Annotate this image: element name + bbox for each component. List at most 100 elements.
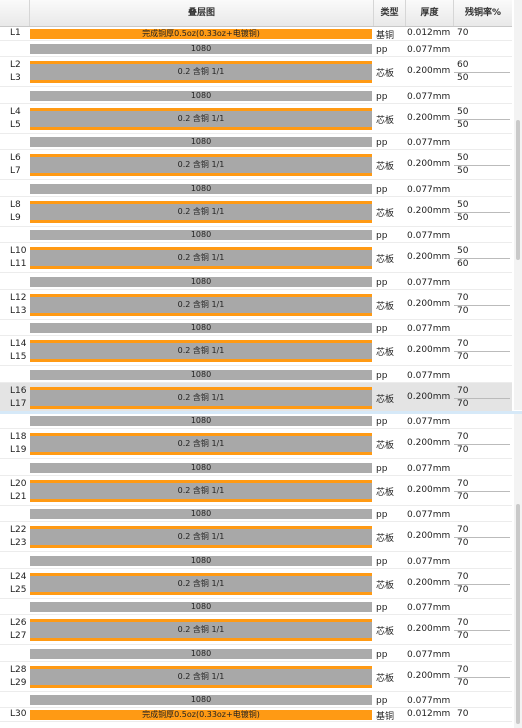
residual-copper-bottom[interactable]: 70 [457,306,469,316]
residual-copper-bottom[interactable]: 70 [457,399,469,409]
layer-label: L29 [10,678,27,688]
stack-row-pp[interactable]: 1080 pp 0.077mm [0,134,512,150]
layer-label: L6 [10,153,21,163]
layer-type: pp [376,231,388,241]
core-bar: 0.2 含铜 1/1 [30,480,372,502]
layer-thickness: 0.200mm [407,206,451,216]
stack-row-core[interactable]: L20 L21 0.2 含铜 1/1 芯板 0.200mm 70 70 [0,476,512,506]
residual-copper-top[interactable]: 70 [457,618,469,628]
residual-copper-bottom[interactable]: 70 [457,585,469,595]
layer-label: L26 [10,618,27,628]
prepreg-bar: 1080 [30,416,372,426]
residual-copper-bottom[interactable]: 70 [457,678,469,688]
residual-copper-top[interactable]: 60 [457,60,469,70]
stack-row-core[interactable]: L10 L11 0.2 含铜 1/1 芯板 0.200mm 50 60 [0,243,512,273]
core-dielectric: 0.2 含铜 1/1 [30,204,372,220]
residual-copper-bottom[interactable]: 60 [457,259,469,269]
residual-copper-top[interactable]: 70 [457,572,469,582]
stack-row-core[interactable]: L6 L7 0.2 含铜 1/1 芯板 0.200mm 50 50 [0,150,512,180]
stack-row-core[interactable]: L28 L29 0.2 含铜 1/1 芯板 0.200mm 70 70 [0,662,512,692]
stack-row-outer[interactable]: L1 完成铜厚0.5oz(0.33oz+电镀铜) 基铜 0.012mm 70 [0,27,512,41]
residual-copper-bottom[interactable]: 50 [457,73,469,83]
stack-row-core[interactable]: L16 L17 0.2 含铜 1/1 芯板 0.200mm 70 70 [0,383,512,413]
stack-row-pp[interactable]: 1080 pp 0.077mm [0,367,512,383]
scrollbar-top[interactable] [514,0,522,410]
layer-type: 基铜 [376,712,395,722]
stack-row-core[interactable]: L24 L25 0.2 含铜 1/1 芯板 0.200mm 70 70 [0,569,512,599]
stack-row-core[interactable]: L4 L5 0.2 含铜 1/1 芯板 0.200mm 50 50 [0,104,512,134]
layer-label: L4 [10,107,21,117]
stack-row-pp[interactable]: 1080 pp 0.077mm [0,413,512,429]
stack-row-core[interactable]: L8 L9 0.2 含铜 1/1 芯板 0.200mm 50 50 [0,197,512,227]
header-layer[interactable] [0,0,30,26]
prepreg-bar: 1080 [30,556,372,566]
stack-row-pp[interactable]: 1080 pp 0.077mm [0,646,512,662]
layer-thickness: 0.200mm [407,671,451,681]
copper-top [30,666,372,669]
layer-thickness: 0.200mm [407,299,451,309]
copper-bottom [30,127,372,130]
residual-copper-bottom[interactable]: 70 [457,492,469,502]
header-type[interactable]: 类型 [374,0,406,26]
residual-copper[interactable]: 70 [457,709,469,719]
residual-copper-top[interactable]: 70 [457,293,469,303]
scrollbar-bottom[interactable] [514,414,522,728]
layer-type: pp [376,603,388,613]
stack-row-pp[interactable]: 1080 pp 0.077mm [0,553,512,569]
scrollbar-thumb[interactable] [516,504,520,724]
residual-copper-bottom[interactable]: 70 [457,352,469,362]
residual-copper-top[interactable]: 50 [457,153,469,163]
stack-row-pp[interactable]: 1080 pp 0.077mm [0,88,512,104]
stack-row-outer[interactable]: L30 完成铜厚0.5oz(0.33oz+电镀铜) 基铜 0.012mm 70 [0,708,512,722]
stack-row-core[interactable]: L14 L15 0.2 含铜 1/1 芯板 0.200mm 70 70 [0,336,512,366]
residual-copper-bottom[interactable]: 70 [457,445,469,455]
stack-row-pp[interactable]: 1080 pp 0.077mm [0,181,512,197]
stack-row-core[interactable]: L26 L27 0.2 含铜 1/1 芯板 0.200mm 70 70 [0,615,512,645]
stack-row-pp[interactable]: 1080 pp 0.077mm [0,227,512,243]
stack-row-core[interactable]: L12 L13 0.2 含铜 1/1 芯板 0.200mm 70 70 [0,290,512,320]
residual-copper-bottom[interactable]: 50 [457,166,469,176]
stack-row-core[interactable]: L18 L19 0.2 含铜 1/1 芯板 0.200mm 70 70 [0,429,512,459]
layer-thickness: 0.200mm [407,624,451,634]
residual-copper-top[interactable]: 70 [457,479,469,489]
residual-copper-top[interactable]: 50 [457,107,469,117]
residual-copper-bottom[interactable]: 70 [457,631,469,641]
header-residual[interactable]: 残铜率% [464,8,502,18]
residual-copper-top[interactable]: 70 [457,386,469,396]
residual-copper-bottom[interactable]: 50 [457,120,469,130]
residual-copper-top[interactable]: 70 [457,665,469,675]
residual-divider [454,584,510,585]
stack-row-pp[interactable]: 1080 pp 0.077mm [0,692,512,708]
layer-thickness: 0.077mm [407,464,451,474]
layer-thickness: 0.200mm [407,159,451,169]
layer-thickness: 0.077mm [407,45,451,55]
residual-copper-bottom[interactable]: 70 [457,538,469,548]
layer-thickness: 0.200mm [407,252,451,262]
residual-copper-top[interactable]: 50 [457,200,469,210]
residual-copper-top[interactable]: 70 [457,525,469,535]
residual-copper-bottom[interactable]: 50 [457,213,469,223]
stack-row-pp[interactable]: 1080 pp 0.077mm [0,274,512,290]
stack-row-pp[interactable]: 1080 pp 0.077mm [0,320,512,336]
copper-bottom [30,173,372,176]
header-thickness[interactable]: 厚度 [406,0,454,26]
stack-row-pp[interactable]: 1080 pp 0.077mm [0,41,512,57]
copper-bottom [30,685,372,688]
header-stackup[interactable]: 叠层图 [30,0,374,26]
scrollbar-thumb[interactable] [516,120,520,260]
stack-row-core[interactable]: L2 L3 0.2 含铜 1/1 芯板 0.200mm 60 50 [0,57,512,87]
layer-thickness: 0.012mm [407,28,451,38]
layer-type: 芯板 [376,674,395,684]
stack-row-core[interactable]: L22 L23 0.2 含铜 1/1 芯板 0.200mm 70 70 [0,522,512,552]
residual-copper[interactable]: 70 [457,28,469,38]
residual-copper-top[interactable]: 70 [457,339,469,349]
layer-type: 芯板 [376,209,395,219]
prepreg-bar: 1080 [30,509,372,519]
stack-row-pp[interactable]: 1080 pp 0.077mm [0,599,512,615]
stack-row-pp[interactable]: 1080 pp 0.077mm [0,506,512,522]
residual-copper-top[interactable]: 50 [457,246,469,256]
residual-divider [454,444,510,445]
residual-copper-top[interactable]: 70 [457,432,469,442]
stack-row-pp[interactable]: 1080 pp 0.077mm [0,460,512,476]
pane-splitter[interactable] [0,411,522,414]
